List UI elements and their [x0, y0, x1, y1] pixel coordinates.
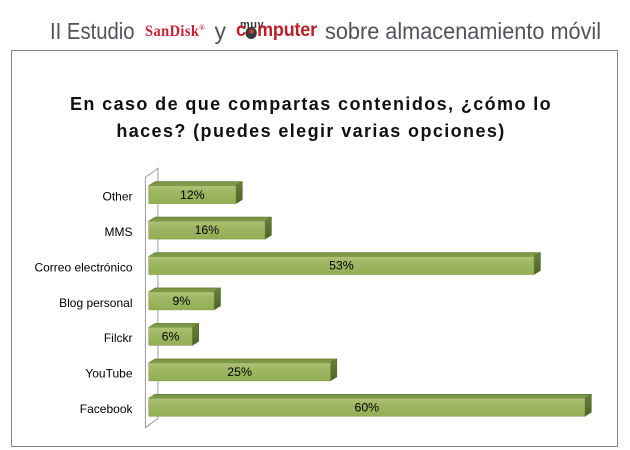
svg-text:YouTube: YouTube: [85, 367, 132, 381]
svg-text:Blog personal: Blog personal: [59, 296, 132, 310]
svg-text:25%: 25%: [227, 365, 252, 379]
svg-text:MMS: MMS: [105, 225, 133, 239]
svg-text:12%: 12%: [180, 188, 205, 202]
svg-text:16%: 16%: [195, 223, 220, 237]
svg-text:Other: Other: [102, 189, 132, 203]
svg-text:9%: 9%: [173, 294, 191, 308]
svg-text:Correo electrónico: Correo electrónico: [34, 260, 132, 274]
svg-text:6%: 6%: [162, 330, 180, 344]
svg-text:Facebook: Facebook: [80, 402, 134, 416]
svg-text:Filckr: Filckr: [104, 331, 133, 345]
svg-text:60%: 60%: [354, 401, 379, 415]
svg-text:53%: 53%: [329, 259, 354, 273]
